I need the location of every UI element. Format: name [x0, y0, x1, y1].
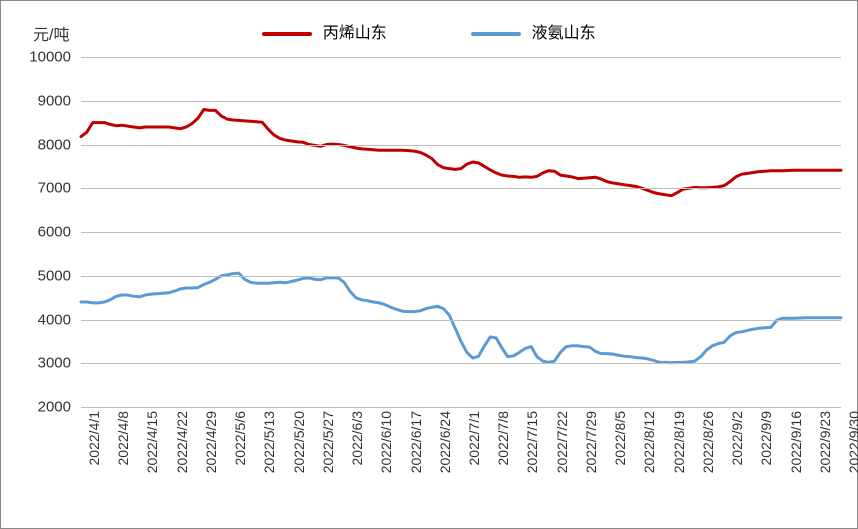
- y-tick-label: 9000: [11, 92, 71, 109]
- x-tick-label: 2022/4/1: [86, 411, 102, 466]
- y-tick-label: 3000: [11, 355, 71, 372]
- legend-swatch-0: [262, 32, 312, 36]
- x-tick-label: 2022/4/29: [203, 411, 219, 473]
- y-tick-label: 10000: [11, 49, 71, 66]
- x-tick-label: 2022/7/1: [466, 411, 482, 466]
- x-tick-label: 2022/5/20: [291, 411, 307, 473]
- y-tick-label: 5000: [11, 267, 71, 284]
- x-tick-label: 2022/5/27: [320, 411, 336, 473]
- y-tick-label: 2000: [11, 399, 71, 416]
- y-tick-label: 4000: [11, 311, 71, 328]
- x-tick-label: 2022/9/30: [846, 411, 858, 473]
- legend-item-series-0: 丙烯山东: [262, 19, 386, 43]
- gridline: [81, 145, 841, 146]
- x-tick-label: 2022/7/8: [495, 411, 511, 466]
- x-tick-label: 2022/8/12: [641, 411, 657, 473]
- x-tick-label: 2022/7/29: [583, 411, 599, 473]
- gridline: [81, 57, 841, 58]
- chart-container: 元/吨 丙烯山东 液氨山东 20003000400050006000700080…: [0, 0, 858, 529]
- gridline: [81, 276, 841, 277]
- gridline: [81, 232, 841, 233]
- legend: 丙烯山东 液氨山东: [1, 19, 857, 43]
- x-tick-label: 2022/8/26: [700, 411, 716, 473]
- x-tick-label: 2022/6/24: [437, 411, 453, 473]
- y-tick-label: 6000: [11, 224, 71, 241]
- x-tick-label: 2022/5/13: [261, 411, 277, 473]
- x-tick-label: 2022/9/2: [729, 411, 745, 466]
- y-tick-label: 8000: [11, 136, 71, 153]
- series-line: [81, 273, 841, 363]
- x-tick-label: 2022/9/23: [817, 411, 833, 473]
- legend-item-series-1: 液氨山东: [471, 19, 595, 43]
- x-tick-label: 2022/8/5: [612, 411, 628, 466]
- x-tick-label: 2022/9/16: [788, 411, 804, 473]
- x-tick-label: 2022/6/17: [408, 411, 424, 473]
- legend-swatch-1: [471, 32, 521, 36]
- legend-label-0: 丙烯山东: [323, 25, 387, 42]
- gridline: [81, 188, 841, 189]
- x-tick-label: 2022/6/3: [349, 411, 365, 466]
- x-tick-label: 2022/6/10: [378, 411, 394, 473]
- x-tick-label: 2022/7/15: [524, 411, 540, 473]
- gridline: [81, 407, 841, 408]
- x-tick-label: 2022/7/22: [554, 411, 570, 473]
- gridline: [81, 320, 841, 321]
- series-line: [81, 110, 841, 196]
- legend-label-1: 液氨山东: [532, 25, 596, 42]
- y-tick-label: 7000: [11, 180, 71, 197]
- x-tick-label: 2022/4/22: [174, 411, 190, 473]
- x-tick-label: 2022/5/6: [232, 411, 248, 466]
- x-tick-label: 2022/8/19: [671, 411, 687, 473]
- x-tick-label: 2022/9/9: [758, 411, 774, 466]
- plot-area: [81, 57, 841, 407]
- x-tick-label: 2022/4/8: [115, 411, 131, 466]
- gridline: [81, 363, 841, 364]
- gridline: [81, 101, 841, 102]
- x-tick-label: 2022/4/15: [144, 411, 160, 473]
